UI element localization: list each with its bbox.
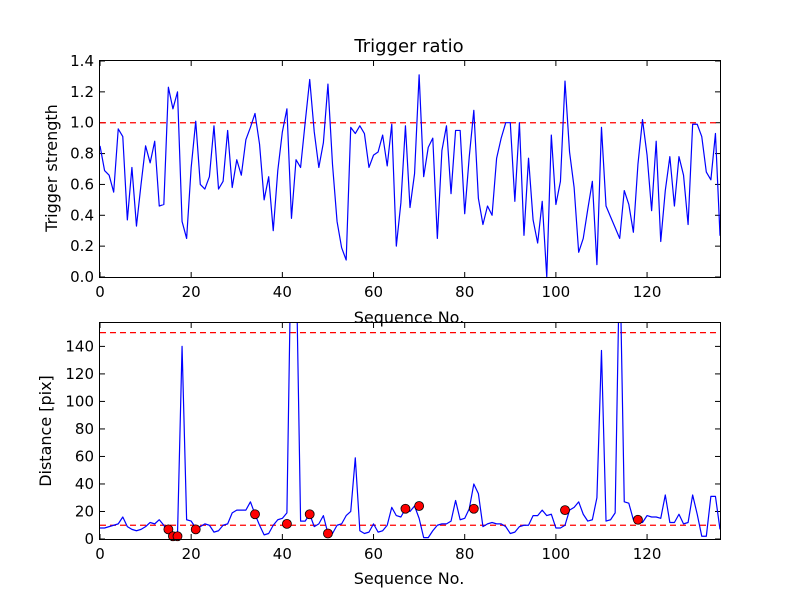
y-tick-label: 0	[84, 530, 94, 548]
x-tick-label: 80	[455, 283, 474, 301]
y-tick-label: 0.8	[70, 145, 94, 163]
series-line	[100, 74, 720, 277]
y-tick-label: 140	[65, 337, 94, 355]
series-line	[100, 323, 720, 539]
y-tick-label: 1.2	[70, 83, 94, 101]
y-tick-label: 40	[75, 475, 94, 493]
y-tick-label: 0.0	[70, 268, 94, 286]
x-tick-label: 80	[455, 545, 474, 563]
data-point-marker	[172, 531, 183, 542]
data-point-marker	[190, 524, 201, 535]
y-axis-label: Trigger strength	[42, 104, 61, 233]
data-point-marker	[163, 524, 174, 535]
x-axis-label: Sequence No.	[354, 569, 465, 588]
x-tick-label: 60	[364, 283, 383, 301]
x-tick-label: 120	[633, 545, 662, 563]
trigger-ratio-chart: Trigger ratio Sequence No. Trigger stren…	[42, 36, 721, 327]
y-tick-label: 120	[65, 365, 94, 383]
axes-frame	[99, 60, 721, 278]
chart-title: Trigger ratio	[353, 36, 463, 57]
y-tick-label: 0.4	[70, 206, 94, 224]
data-point-marker	[323, 528, 333, 539]
axis-ticks: 0 20 40 60 80 100 120 0 20 40 60 80 100 120 140	[65, 323, 720, 563]
y-tick-label: 20	[75, 502, 94, 520]
x-tick-label: 40	[273, 283, 292, 301]
data-point-marker	[282, 518, 292, 529]
x-tick-label: 0	[95, 545, 105, 563]
data-point-marker	[400, 503, 411, 514]
y-tick-label: 100	[65, 392, 94, 410]
y-tick-label: 0.6	[70, 175, 94, 193]
axis-ticks: 0 20 40 60 80 100 120 0.0 0.2 0.4 0.6 0.8 1.0 1.2 1.4	[70, 52, 720, 301]
data-point-marker	[414, 501, 425, 511]
distance-chart: Sequence No. Distance [pix] 0 20 40 60 80 100…	[36, 322, 721, 588]
x-tick-label: 120	[633, 283, 662, 301]
x-tick-label: 40	[273, 545, 292, 563]
x-tick-label: 20	[182, 545, 201, 563]
x-tick-label: 0	[95, 283, 105, 301]
x-axis-label: Sequence No.	[354, 308, 465, 327]
data-point-marker	[468, 503, 479, 514]
data-point-marker	[560, 505, 570, 516]
x-tick-label: 20	[182, 283, 201, 301]
y-tick-label: 80	[75, 420, 94, 438]
y-tick-label: 0.2	[70, 237, 94, 255]
y-tick-label: 60	[75, 447, 94, 465]
data-point-marker	[304, 509, 315, 520]
axes-frame	[99, 322, 721, 540]
y-tick-label: 1.0	[70, 114, 94, 132]
x-tick-label: 100	[542, 545, 571, 563]
data-point-marker	[250, 509, 260, 520]
y-tick-label: 1.4	[70, 52, 94, 70]
plot-area	[100, 74, 720, 277]
x-tick-label: 100	[542, 283, 571, 301]
x-tick-label: 60	[364, 545, 383, 563]
plot-area	[100, 323, 720, 542]
data-point-marker	[633, 514, 643, 525]
y-axis-label: Distance [pix]	[36, 375, 55, 487]
